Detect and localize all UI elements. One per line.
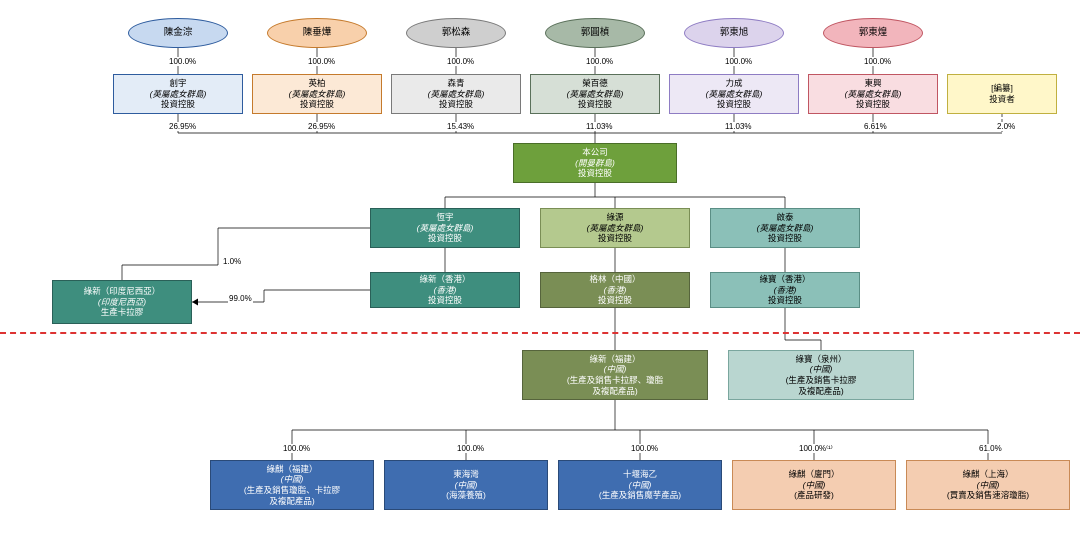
pct-label: 1.0% bbox=[222, 257, 242, 266]
pct-label: 26.95% bbox=[168, 122, 197, 131]
pct-label: 100.0% bbox=[863, 57, 892, 66]
r5-2: 綠新（福建）(中國)(生產及銷售卡拉膠、瓊脂及複配產品) bbox=[522, 350, 708, 400]
e2: 陳垂燁 bbox=[267, 18, 367, 48]
pct-label: 100.0% bbox=[724, 57, 753, 66]
r6-3: 十堰海乙(中國)(生產及銷售魔芋產品) bbox=[558, 460, 722, 510]
r6-4: 綠麒（廈門）(中國)(產品研發) bbox=[732, 460, 896, 510]
pct-label: 100.0%⁽¹⁾ bbox=[798, 444, 834, 453]
pct-label: 100.0% bbox=[456, 444, 485, 453]
pct-label: 26.95% bbox=[307, 122, 336, 131]
r4-1: 綠新（香港）(香港)投資控股 bbox=[370, 272, 520, 308]
pct-label: 61.0% bbox=[978, 444, 1003, 453]
r3-3: 啟泰(英屬處女群島)投資控股 bbox=[710, 208, 860, 248]
r2-5: 力成(英屬處女群島)投資控股 bbox=[669, 74, 799, 114]
e3: 郭松森 bbox=[406, 18, 506, 48]
r2-3: 森青(英屬處女群島)投資控股 bbox=[391, 74, 521, 114]
node: 本公司(開曼群島)投資控股 bbox=[513, 143, 677, 183]
pct-label: 100.0% bbox=[307, 57, 336, 66]
r2-6: 東興(英屬處女群島)投資控股 bbox=[808, 74, 938, 114]
r6-5: 綠麒（上海）(中國)(買賣及銷售速溶瓊脂) bbox=[906, 460, 1070, 510]
r4-0: 綠新（印度尼西亞）(印度尼西亞)生產卡拉膠 bbox=[52, 280, 192, 324]
pct-label: 100.0% bbox=[168, 57, 197, 66]
r2-1: 創宇(英屬處女群島)投資控股 bbox=[113, 74, 243, 114]
r2-2: 英柏(英屬處女群島)投資控股 bbox=[252, 74, 382, 114]
red-divider bbox=[0, 332, 1080, 334]
r6-2: 東海灣(中國)(海藻養殖) bbox=[384, 460, 548, 510]
e1: 陳金淙 bbox=[128, 18, 228, 48]
e4: 郭圓楨 bbox=[545, 18, 645, 48]
pct-label: 11.03% bbox=[585, 122, 614, 131]
r6-1: 綠麒（福建）(中國)(生產及銷售瓊脂、卡拉膠及複配產品) bbox=[210, 460, 374, 510]
r2-4: 榮百德(英屬處女群島)投資控股 bbox=[530, 74, 660, 114]
r4-3: 綠寶（香港）(香港)投資控股 bbox=[710, 272, 860, 308]
r3-1: 恆宇(英屬處女群島)投資控股 bbox=[370, 208, 520, 248]
pct-label: 6.61% bbox=[863, 122, 888, 131]
pct-label: 100.0% bbox=[446, 57, 475, 66]
e5: 郭東旭 bbox=[684, 18, 784, 48]
r3-2: 綠源(英屬處女群島)投資控股 bbox=[540, 208, 690, 248]
pct-label: 11.03% bbox=[724, 122, 753, 131]
pct-label: 100.0% bbox=[630, 444, 659, 453]
pct-label: 15.43% bbox=[446, 122, 475, 131]
pct-label: 99.0% bbox=[228, 294, 253, 303]
r2-7: [編纂]投資者 bbox=[947, 74, 1057, 114]
pct-label: 2.0% bbox=[996, 122, 1016, 131]
pct-label: 100.0% bbox=[585, 57, 614, 66]
r4-2: 格林（中國）(香港)投資控股 bbox=[540, 272, 690, 308]
pct-label: 100.0% bbox=[282, 444, 311, 453]
r5-3: 綠寶（泉州）(中國)(生產及銷售卡拉膠及複配產品) bbox=[728, 350, 914, 400]
e6: 郭東煌 bbox=[823, 18, 923, 48]
